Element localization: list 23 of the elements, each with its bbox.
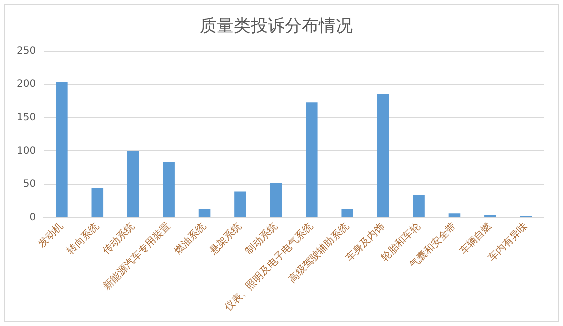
bar	[92, 188, 104, 218]
x-tick-label: 转向系统	[64, 220, 102, 258]
bar	[377, 94, 390, 218]
x-tick-label: 发动机	[36, 220, 66, 250]
y-tick-label: 150	[16, 112, 36, 124]
y-tick-label: 100	[16, 146, 36, 157]
bar	[448, 214, 461, 218]
bar	[198, 209, 211, 218]
bar	[234, 192, 246, 218]
y-tick-label: 250	[16, 46, 36, 57]
bar	[342, 209, 354, 218]
x-tick-label: 燃油系统	[172, 220, 209, 258]
y-tick-label: 200	[16, 79, 36, 90]
y-tick-label: 50	[23, 179, 36, 190]
bar	[163, 162, 175, 218]
bar	[413, 195, 425, 218]
bar	[306, 102, 318, 218]
y-tick-label: 0	[30, 212, 36, 224]
bar	[270, 183, 282, 218]
bar	[127, 151, 140, 218]
x-tick-label: 悬架系统	[206, 220, 244, 258]
chart-title: 质量类投诉分布情况	[200, 16, 353, 37]
bar	[56, 82, 68, 218]
